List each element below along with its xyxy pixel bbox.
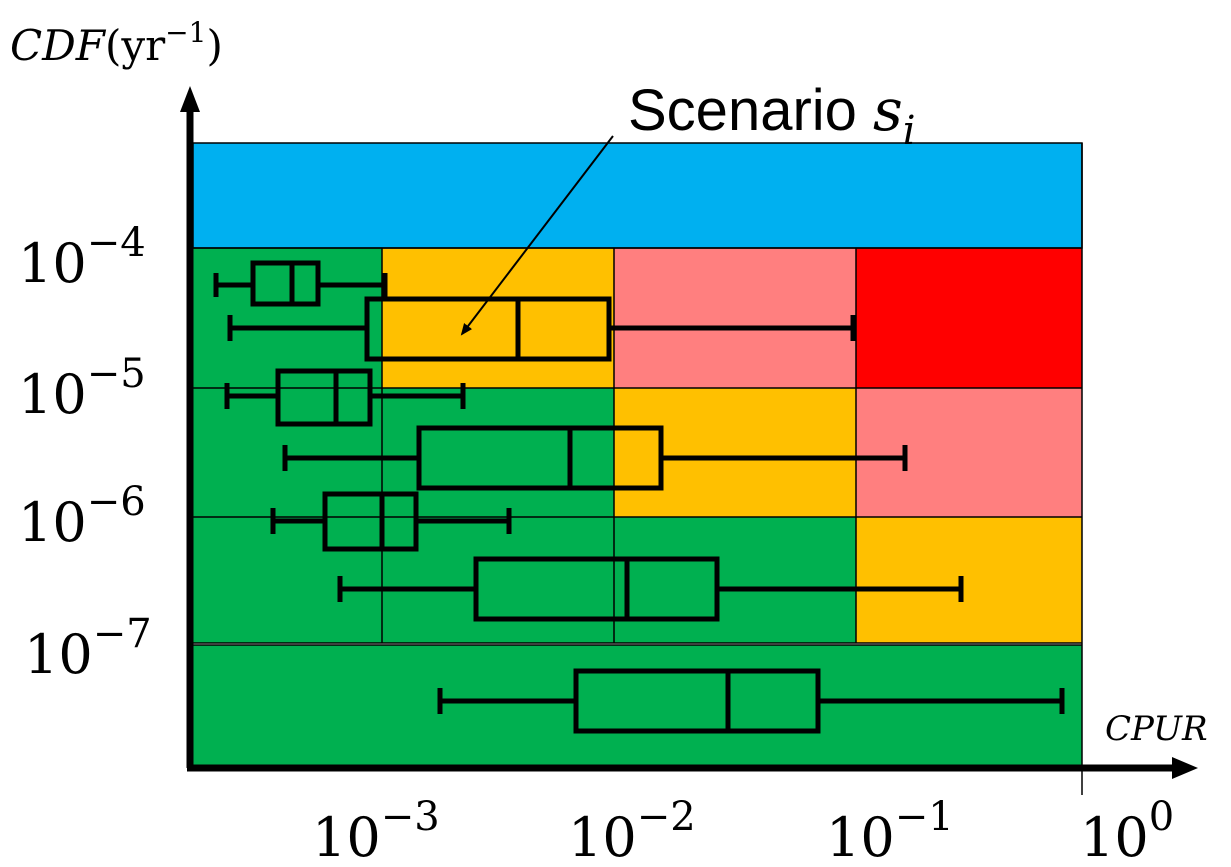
x-tick-1e0: 100 bbox=[1080, 794, 1174, 867]
box-plot-4 bbox=[282, 425, 908, 491]
x-tick-labels: 10−3 10−2 10−1 100 bbox=[312, 794, 1174, 867]
region-yellow-r2c3 bbox=[614, 388, 856, 517]
y-tick-1e-4: 10−4 bbox=[18, 220, 146, 295]
box-plot-6 bbox=[337, 556, 964, 622]
y-axis-arrowhead bbox=[180, 86, 200, 112]
box-plot-7 bbox=[437, 668, 1065, 734]
region-borders bbox=[192, 142, 1083, 795]
region-green-r1c1 bbox=[193, 248, 382, 388]
region-green-r3c1 bbox=[193, 517, 382, 643]
region-pink-r1c3 bbox=[614, 248, 856, 388]
y-tick-1e-6: 10−6 bbox=[18, 479, 146, 554]
x-tick-1e-1: 10−1 bbox=[826, 794, 954, 867]
box-plot-5 bbox=[270, 491, 512, 552]
region-pink-r2c4 bbox=[856, 388, 1082, 517]
x-tick-1e-2: 10−2 bbox=[568, 794, 696, 867]
x-axis-arrowhead bbox=[1172, 757, 1198, 779]
y-tick-1e-5: 10−5 bbox=[18, 351, 146, 426]
y-axis-label: CDF(yr−1) bbox=[10, 16, 223, 70]
y-tick-labels: 10−4 10−5 10−6 10−7 bbox=[18, 220, 152, 686]
region-red-r1c4 bbox=[856, 248, 1082, 388]
region-green-bottom bbox=[193, 645, 1082, 765]
region-yellow-r3c4 bbox=[856, 517, 1082, 643]
region-green-r3c2 bbox=[382, 517, 614, 643]
region-yellow-r1c2 bbox=[382, 248, 614, 388]
scenario-pointer-arrow bbox=[460, 135, 614, 336]
x-axis-label: CPUR bbox=[1105, 709, 1208, 749]
box-plot-3 bbox=[224, 368, 466, 427]
axes bbox=[186, 108, 1178, 772]
scenario-annotation: Scenario si bbox=[628, 76, 916, 154]
risk-region-cells bbox=[193, 143, 1082, 765]
box-plots bbox=[213, 260, 1065, 734]
region-blue bbox=[193, 143, 1082, 248]
x-tick-1e-3: 10−3 bbox=[312, 794, 440, 867]
region-green-r3c3 bbox=[614, 517, 856, 643]
y-tick-1e-7: 10−7 bbox=[24, 611, 152, 686]
box-plot-1 bbox=[213, 260, 388, 307]
